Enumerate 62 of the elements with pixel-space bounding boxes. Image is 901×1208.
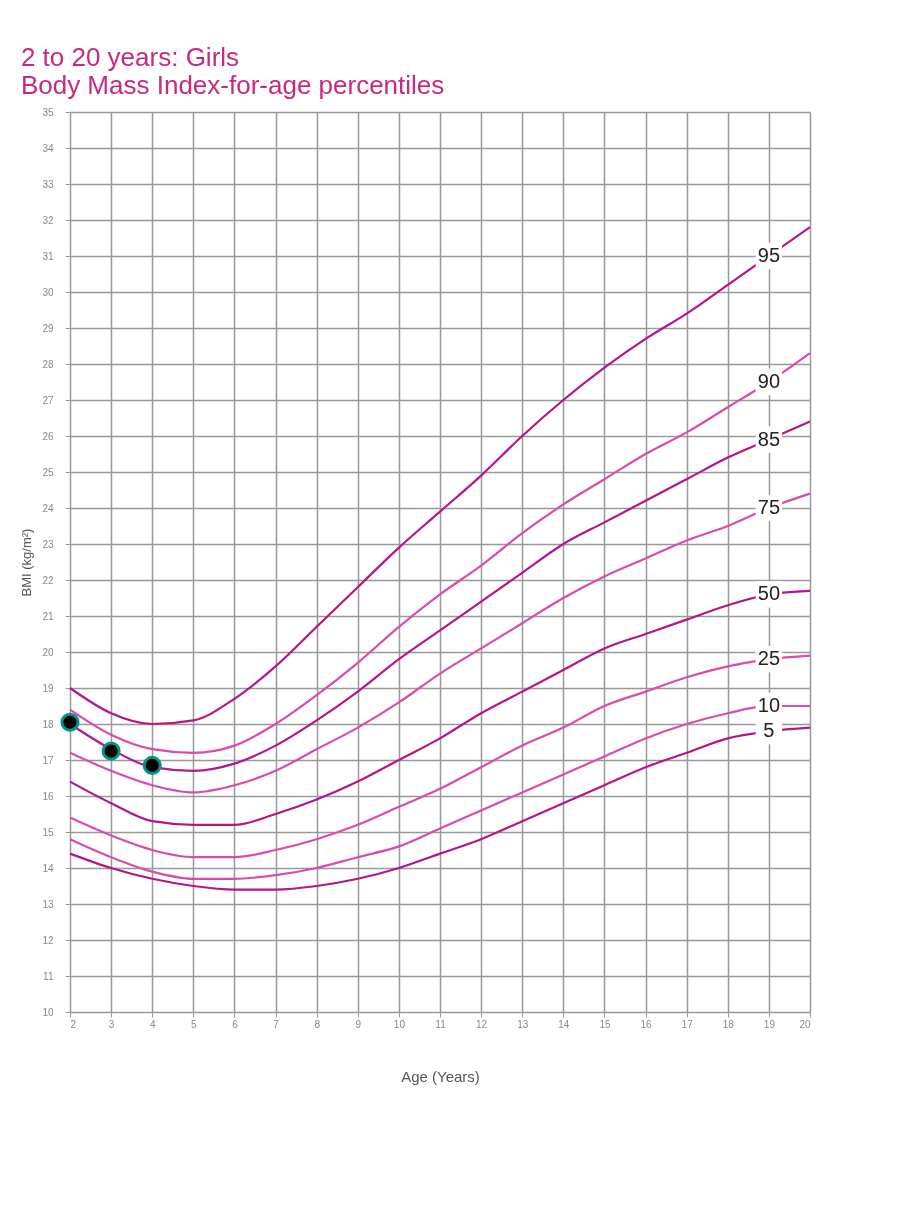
line-series	[68, 352, 812, 754]
x-tick-label: 11	[435, 1018, 447, 1030]
y-tick-label: 35	[42, 106, 54, 118]
y-tick-label: 28	[42, 358, 54, 370]
y-tick-label: 26	[42, 430, 54, 442]
x-tick-label: 12	[476, 1018, 488, 1030]
x-tick-label: 10	[393, 1018, 406, 1030]
y-tick-label: 19	[42, 682, 54, 694]
y-tick-label: 17	[42, 754, 54, 766]
point	[60, 712, 80, 732]
y-tick-label: 21	[42, 610, 54, 622]
x-tick-label: 7	[273, 1018, 280, 1030]
x-tick-label: 13	[517, 1018, 529, 1030]
x-tick-label: 4	[149, 1018, 156, 1030]
y-tick-label: 33	[42, 178, 54, 190]
series-label: 90	[757, 370, 781, 392]
point	[142, 755, 162, 775]
y-tick-label: 10	[42, 1006, 54, 1018]
x-tick-label: 18	[722, 1018, 735, 1030]
series-label: 75	[757, 496, 781, 518]
y-tick-label: 14	[42, 862, 54, 874]
x-tick-label: 2	[70, 1018, 77, 1030]
x-tick-label: 17	[681, 1018, 694, 1030]
y-tick-label: 12	[42, 934, 54, 946]
x-tick-label: 6	[232, 1018, 239, 1030]
y-tick-label: 32	[42, 214, 54, 226]
chart-subtitle: Body Mass Index-for-age percentiles	[20, 70, 445, 100]
point	[101, 741, 121, 761]
series-label: 95	[757, 244, 781, 266]
x-tick-label: 15	[599, 1018, 611, 1030]
x-tick-label: 16	[640, 1018, 653, 1030]
x-tick-label: 19	[763, 1018, 776, 1030]
x-tick-label: 20	[799, 1018, 811, 1030]
y-tick-label: 29	[42, 322, 54, 334]
x-tick-label: 9	[355, 1018, 362, 1030]
x-tick-label: 8	[314, 1018, 321, 1030]
x-axis-title: Age (Years)	[401, 1067, 480, 1085]
series-label: 25	[757, 647, 781, 670]
y-tick-label: 20	[42, 646, 54, 658]
y-tick-label: 16	[42, 790, 54, 802]
y-tick-label: 23	[42, 538, 54, 550]
line-series	[68, 492, 812, 794]
x-tick-label: 5	[191, 1018, 198, 1030]
x-tick-label: 3	[108, 1018, 115, 1030]
series-label: 10	[757, 694, 781, 716]
y-tick-label: 31	[42, 250, 54, 262]
series-label: 50	[757, 582, 781, 605]
y-tick-label: 27	[42, 394, 54, 406]
y-tick-label: 13	[42, 898, 54, 910]
chart-title: 2 to 20 years: Girls	[20, 42, 240, 72]
series-label: 5	[763, 719, 775, 742]
y-tick-label: 18	[42, 718, 54, 730]
series-label: 85	[757, 427, 781, 450]
y-tick-label: 15	[42, 826, 54, 838]
y-axis-title: BMI (kg/m²)	[19, 528, 35, 597]
x-tick-label: 14	[558, 1018, 570, 1030]
y-tick-label: 11	[43, 970, 54, 982]
y-tick-label: 30	[42, 286, 54, 298]
y-tick-label: 24	[42, 502, 54, 514]
y-tick-label: 25	[42, 466, 54, 478]
y-tick-label: 22	[42, 574, 54, 586]
y-tick-label: 34	[42, 142, 54, 154]
